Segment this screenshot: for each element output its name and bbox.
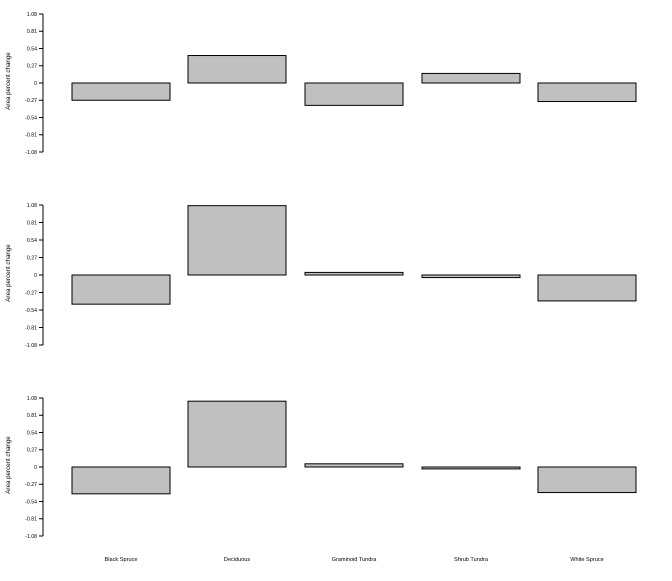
x-tick-label: Deciduous	[224, 557, 251, 563]
bar-deciduous	[187, 55, 287, 84]
y-axis-label: Area percent change	[5, 52, 12, 110]
y-tick-label: 0.81	[27, 413, 37, 419]
x-tick-label: Shrub Tundra	[454, 557, 489, 563]
y-tick-label: -0.54	[25, 499, 37, 505]
y-axis-label: Area percent change	[5, 244, 12, 302]
bar-shrub-tundra	[421, 466, 521, 470]
bar-black-spruce	[71, 274, 171, 305]
y-tick-label: 0	[34, 81, 37, 87]
x-tick-label: Graminoid Tundra	[332, 557, 378, 563]
y-axis-label: Area percent change	[5, 436, 12, 494]
x-tick-labels: Black Spruce Deciduous Graminoid Tundra Shr…	[105, 557, 604, 563]
y-tick-label: 0.81	[27, 29, 37, 35]
y-tick-label: 0	[34, 465, 37, 471]
panel-1: 1.08 0.81 0.54 0.27 0 -0.27 -0.54 -0.81 -1.08 Are…	[5, 12, 637, 156]
y-tick-label: -0.27	[25, 290, 37, 296]
y-tick-label: 0.27	[27, 255, 37, 261]
bar-graminoid-tundra	[304, 271, 404, 276]
x-tick-label: Black Spruce	[105, 557, 138, 563]
y-tick-label: 0.54	[27, 238, 37, 244]
y-tick-label: -0.27	[25, 98, 37, 104]
panel-3: 1.08 0.81 0.54 0.27 0 -0.27 -0.54 -0.81 -1.08 Are…	[5, 396, 637, 540]
y-tick-label: 1.08	[27, 12, 37, 18]
bar-white-spruce	[537, 466, 637, 494]
bar-shrub-tundra	[421, 274, 521, 279]
y-tick-label: 1.08	[27, 396, 37, 402]
y-tick-label: 0	[34, 273, 37, 279]
panel-2: 1.08 0.81 0.54 0.27 0 -0.27 -0.54 -0.81 -1.08 Are…	[5, 203, 637, 349]
y-tick-label: -1.08	[25, 150, 37, 156]
bar-deciduous	[187, 205, 287, 276]
y-tick-label: 0.27	[27, 448, 37, 454]
y-tick-label: -0.81	[25, 133, 37, 139]
y-tick-label: -1.08	[25, 343, 37, 349]
y-tick-label: 0.54	[27, 430, 37, 436]
bar-black-spruce	[71, 466, 171, 495]
y-tick-label: -0.27	[25, 482, 37, 488]
bar-white-spruce	[537, 82, 637, 103]
bar-graminoid-tundra	[304, 82, 404, 106]
bar-white-spruce	[537, 274, 637, 302]
bar-shrub-tundra	[421, 72, 521, 84]
bar-graminoid-tundra	[304, 463, 404, 468]
y-tick-label: 0.81	[27, 220, 37, 226]
y-tick-label: 1.08	[27, 203, 37, 209]
y-tick-label: -0.81	[25, 325, 37, 331]
y-tick-label: -1.08	[25, 534, 37, 540]
x-tick-label: White Spruce	[570, 557, 604, 563]
y-tick-label: -0.81	[25, 517, 37, 523]
y-tick-label: 0.54	[27, 46, 37, 52]
y-tick-label: 0.27	[27, 64, 37, 70]
y-tick-label: -0.54	[25, 115, 37, 121]
bar-black-spruce	[71, 82, 171, 101]
bar-deciduous	[187, 400, 287, 468]
y-tick-label: -0.54	[25, 308, 37, 314]
